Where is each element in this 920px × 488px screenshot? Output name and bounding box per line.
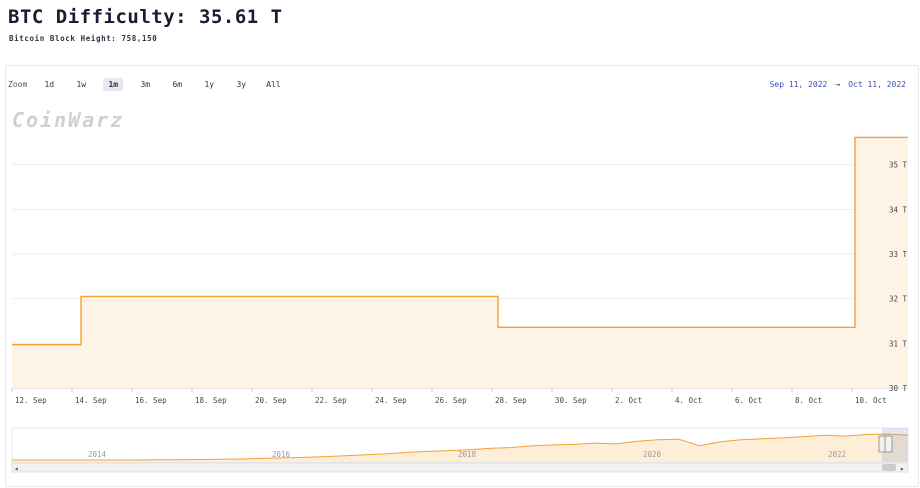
difficulty-series-line xyxy=(12,136,908,346)
page-title: BTC Difficulty: 35.61 T xyxy=(8,6,283,28)
y-tick-label: 33 T xyxy=(889,250,908,259)
navigator[interactable]: 2014 2016 2018 2020 2022 ◂ ▸ xyxy=(11,427,909,473)
difficulty-area xyxy=(12,137,908,388)
navigator-right-handle[interactable] xyxy=(884,435,893,453)
navigator-tick-label: 2022 xyxy=(828,450,846,459)
zoom-all-button[interactable]: All xyxy=(266,80,281,89)
zoom-6m-button[interactable]: 6m xyxy=(172,80,183,89)
x-tick-label: 24. Sep xyxy=(375,396,407,405)
navigator-line xyxy=(12,433,909,461)
navigator-tick-label: 2016 xyxy=(272,450,291,459)
y-tick-label: 34 T xyxy=(889,205,908,214)
x-tick-label: 20. Sep xyxy=(255,396,287,405)
x-tick-label: 4. Oct xyxy=(675,396,702,405)
x-tick-label: 16. Sep xyxy=(135,396,167,405)
zoom-1m-button[interactable]: 1m xyxy=(103,78,124,91)
x-tick-label: 8. Oct xyxy=(795,396,822,405)
zoom-3m-button[interactable]: 3m xyxy=(140,80,151,89)
area-layer xyxy=(12,137,908,388)
zoom-1w-button[interactable]: 1w xyxy=(76,80,87,89)
zoom-1d-button[interactable]: 1d xyxy=(44,80,55,89)
date-from-input[interactable]: Sep 11, 2022 xyxy=(769,80,828,89)
y-tick-label: 32 T xyxy=(889,295,908,304)
date-to-input[interactable]: Oct 11, 2022 xyxy=(848,80,906,89)
date-range-display: Sep 11, 2022 → Oct 11, 2022 xyxy=(770,80,906,89)
zoom-toolbar: Zoom 1d 1w 1m 3m 6m 1y 3y All xyxy=(8,78,296,91)
zoom-1y-button[interactable]: 1y xyxy=(204,80,215,89)
y-tick-label: 31 T xyxy=(889,339,908,348)
x-tick-label: 12. Sep xyxy=(15,396,47,405)
y-tick-label: 30 T xyxy=(889,384,908,393)
y-tick-label: 35 T xyxy=(889,161,908,170)
navigator-tick-label: 2018 xyxy=(458,450,477,459)
x-tick-label: 26. Sep xyxy=(435,396,467,405)
x-tick-label: 28. Sep xyxy=(495,396,527,405)
date-range-separator: → xyxy=(835,80,841,89)
block-height-subtitle: Bitcoin Block Height: 758,150 xyxy=(9,34,158,43)
x-tick-label: 18. Sep xyxy=(195,396,227,405)
line-layer xyxy=(12,136,908,346)
zoom-label: Zoom xyxy=(8,80,28,89)
x-tick-label: 2. Oct xyxy=(615,396,642,405)
chart-panel xyxy=(5,65,919,487)
scrollbar-track xyxy=(11,462,909,473)
y-axis: 30 T 31 T 32 T 33 T 34 T 35 T xyxy=(889,161,908,393)
navigator-tick-label: 2020 xyxy=(643,450,662,459)
scroll-right-arrow-icon[interactable]: ▸ xyxy=(900,464,905,473)
x-axis: 12. Sep 14. Sep 16. Sep 18. Sep 20. Sep 22. S… xyxy=(11,388,887,405)
x-tick-label: 30. Sep xyxy=(555,396,587,405)
navigator-tick-label: 2014 xyxy=(88,450,107,459)
x-tick-label: 22. Sep xyxy=(315,396,347,405)
zoom-3y-button[interactable]: 3y xyxy=(236,80,247,89)
scrollbar-thumb[interactable] xyxy=(882,464,896,471)
x-tick-label: 14. Sep xyxy=(75,396,107,405)
x-tick-label: 10. Oct xyxy=(855,396,887,405)
coinwarz-watermark-logo: CoinWarz xyxy=(12,108,125,132)
scroll-left-arrow-icon[interactable]: ◂ xyxy=(14,464,19,473)
x-tick-label: 6. Oct xyxy=(735,396,762,405)
